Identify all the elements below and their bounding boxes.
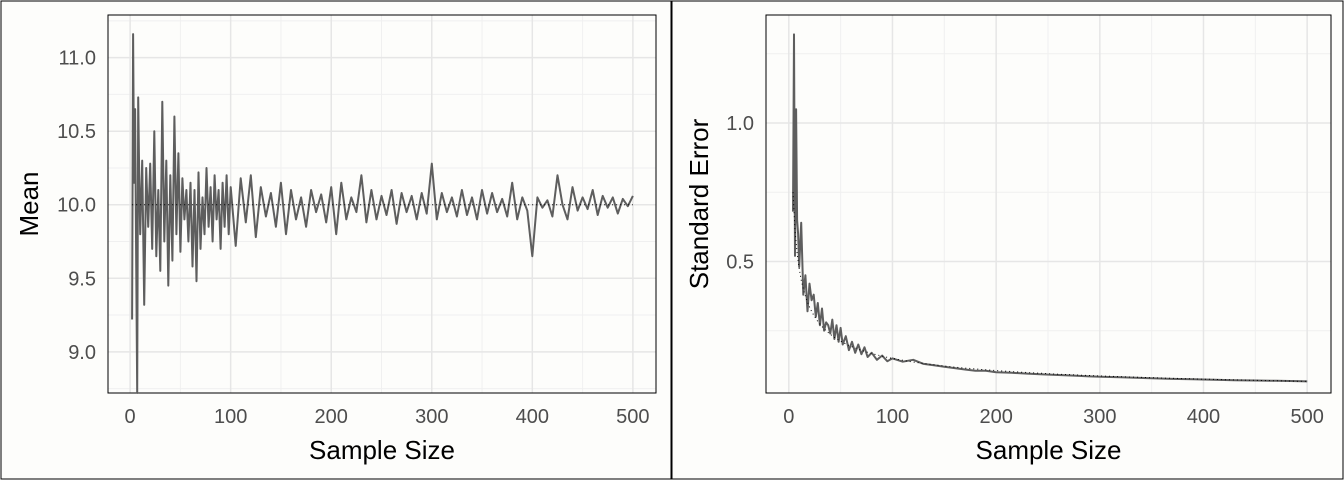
x-tick-label: 400 [516,406,549,428]
y-tick-label: 1.0 [726,113,754,135]
reference-curve [792,192,1308,382]
y-tick-label: 11.0 [59,48,96,70]
y-tick-label: 10.0 [57,195,96,217]
y-axis-title: Mean [14,171,44,236]
x-tick-label: 0 [783,406,794,428]
x-tick-label: 100 [214,406,247,428]
y-tick-label: 0.5 [726,251,754,273]
y-tick-label: 9.5 [68,268,96,290]
chart-panel-mean: 0 100 200 300 400 500 9.0 9.5 10.0 10.5 11.0 Sample… [0,0,672,480]
series-line [131,33,634,394]
x-tick-label: 200 [979,406,1012,428]
panel-frame [671,0,1344,480]
x-tick-label: 300 [1083,406,1116,428]
chart-panel-se: 0 100 200 300 400 500 0.5 1.0 Sample Size Standar… [671,0,1344,480]
x-axis-title: Sample Size [976,435,1122,465]
y-tick-label: 9.0 [68,342,96,364]
x-tick-label: 0 [125,406,136,428]
y-tick-label: 10.5 [57,121,96,143]
x-tick-label: 500 [1290,406,1323,428]
x-tick-label: 100 [876,406,909,428]
x-tick-label: 500 [616,406,649,428]
x-tick-label: 200 [315,406,348,428]
x-tick-label: 400 [1187,406,1220,428]
plot-area-border [765,14,1332,394]
plot-area-border [107,14,657,394]
y-axis-title: Standard Error [684,118,714,289]
series-line [792,33,1308,383]
panel-frame [0,0,672,480]
x-axis-title: Sample Size [309,435,455,465]
x-tick-label: 300 [415,406,448,428]
